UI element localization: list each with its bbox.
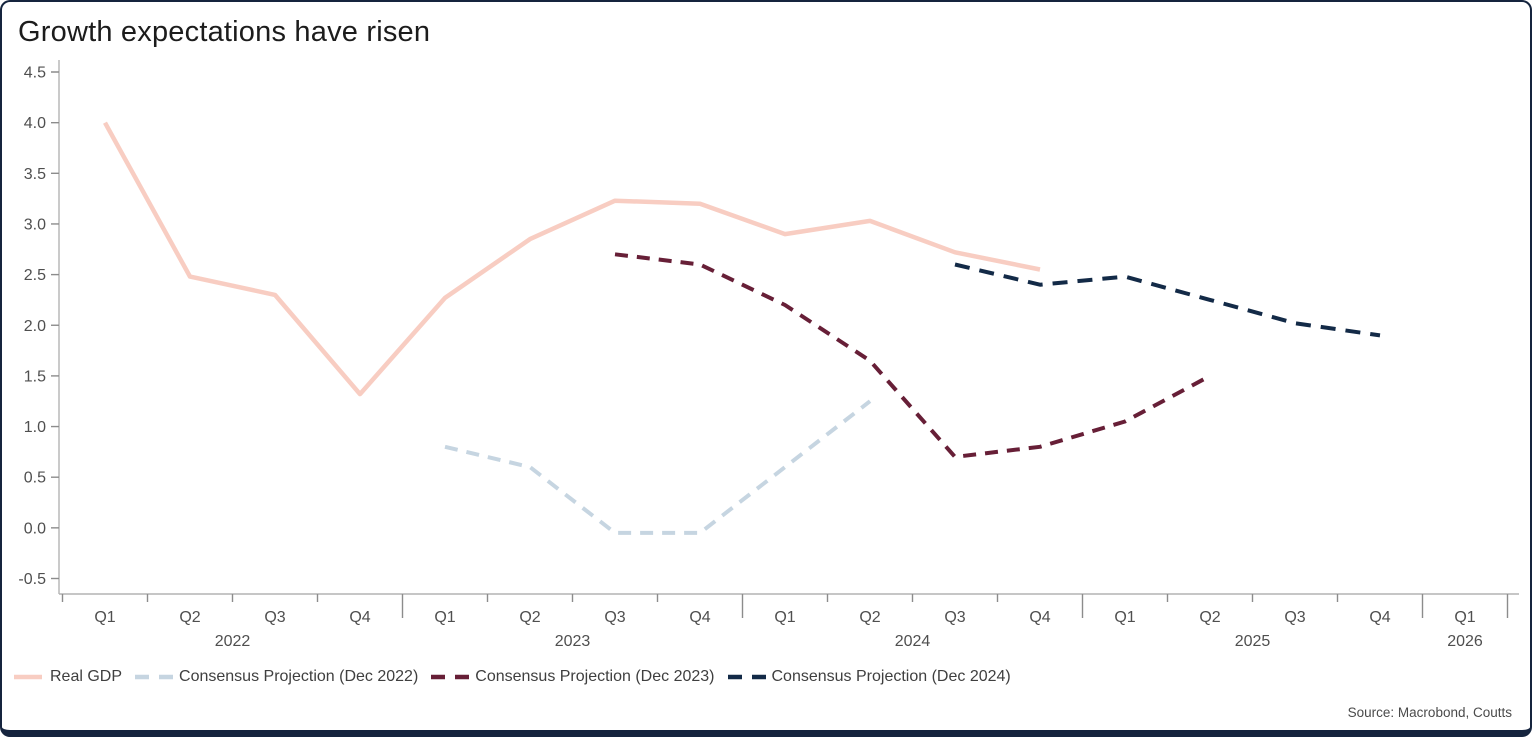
real-gdp-line-swatch (14, 674, 42, 680)
legend-label: Consensus Projection (Dec 2023) (475, 668, 715, 685)
svg-text:1.5: 1.5 (24, 368, 46, 385)
svg-text:2022: 2022 (215, 633, 251, 650)
svg-text:Q4: Q4 (1369, 609, 1390, 626)
legend-item-proj-dec-2023: Consensus Projection (Dec 2023) (431, 668, 715, 686)
svg-text:Q2: Q2 (1199, 609, 1220, 626)
svg-text:Q1: Q1 (94, 609, 115, 626)
chart-title: Growth expectations have risen (18, 16, 431, 48)
source-note: Source: Macrobond, Coutts (1347, 705, 1512, 720)
dashed-line-swatch (135, 674, 174, 680)
svg-text:2026: 2026 (1447, 633, 1483, 650)
svg-text:Q2: Q2 (179, 609, 200, 626)
svg-text:Q3: Q3 (604, 609, 625, 626)
dashed-line-swatch (727, 674, 766, 680)
legend-label: Consensus Projection (Dec 2024) (771, 668, 1011, 685)
svg-text:Q2: Q2 (519, 609, 540, 626)
svg-text:2024: 2024 (895, 633, 931, 650)
svg-text:3.5: 3.5 (24, 166, 46, 183)
svg-text:-0.5: -0.5 (18, 571, 46, 588)
svg-text:Q2: Q2 (859, 609, 880, 626)
svg-text:2023: 2023 (555, 633, 591, 650)
svg-text:Q1: Q1 (1454, 609, 1475, 626)
svg-text:Q1: Q1 (434, 609, 455, 626)
svg-text:0.5: 0.5 (24, 470, 46, 487)
svg-text:3.0: 3.0 (24, 216, 46, 233)
svg-text:Q4: Q4 (1029, 609, 1050, 626)
legend-label: Real GDP (50, 668, 123, 685)
dashed-line-swatch (431, 674, 470, 680)
svg-text:2.0: 2.0 (24, 318, 46, 335)
svg-text:0.0: 0.0 (24, 520, 46, 537)
svg-text:1.0: 1.0 (24, 419, 46, 436)
legend-item-proj-dec-2024: Consensus Projection (Dec 2024) (727, 668, 1011, 686)
legend-item-real-gdp: Real GDP (12, 668, 122, 686)
svg-text:Q3: Q3 (1284, 609, 1305, 626)
legend-item-proj-dec-2022: Consensus Projection (Dec 2022) (135, 668, 418, 686)
svg-text:Q1: Q1 (1114, 609, 1135, 626)
svg-text:Q4: Q4 (689, 609, 710, 626)
svg-text:4.5: 4.5 (24, 65, 46, 82)
svg-text:Q4: Q4 (349, 609, 370, 626)
legend: Real GDP Consensus Projection (Dec 2022)… (12, 668, 1011, 686)
svg-text:Q1: Q1 (774, 609, 795, 626)
svg-text:2.5: 2.5 (24, 267, 46, 284)
growth-line-chart: 4.5 4.0 3.5 3.0 2.5 2.0 1.5 1.0 0.5 0.0 -0.5 Q1 Q2 Q3… (18, 60, 1519, 650)
svg-text:2025: 2025 (1235, 633, 1271, 650)
svg-text:Q3: Q3 (264, 609, 285, 626)
svg-text:4.0: 4.0 (24, 115, 46, 132)
legend-label: Consensus Projection (Dec 2022) (179, 668, 419, 685)
svg-text:Q3: Q3 (944, 609, 965, 626)
